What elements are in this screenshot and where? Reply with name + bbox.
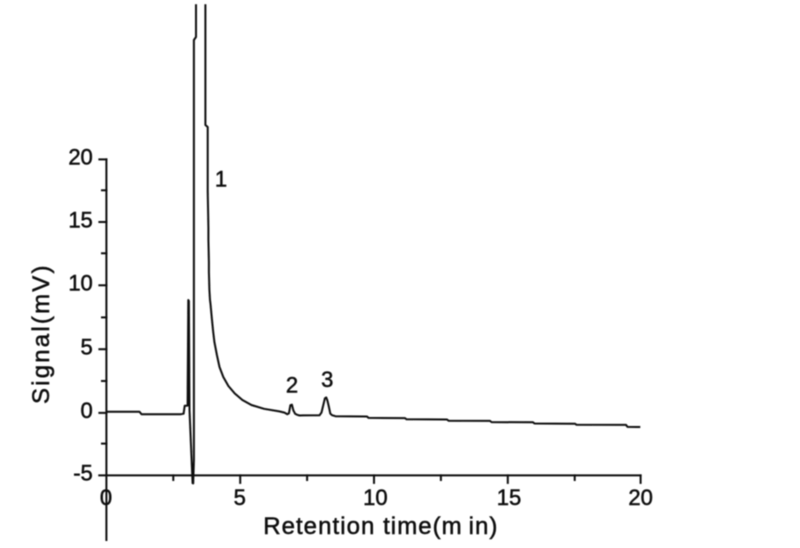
svg-text:Retention time(m in): Retention time(m in) bbox=[263, 513, 498, 540]
svg-text:Signal(mV): Signal(mV) bbox=[28, 263, 55, 404]
svg-text:3: 3 bbox=[321, 367, 333, 392]
svg-text:1: 1 bbox=[215, 167, 227, 192]
svg-text:20: 20 bbox=[628, 485, 652, 510]
svg-text:-5: -5 bbox=[73, 461, 93, 486]
svg-text:15: 15 bbox=[497, 485, 521, 510]
svg-text:0: 0 bbox=[100, 485, 112, 510]
svg-text:15: 15 bbox=[68, 207, 92, 232]
svg-text:10: 10 bbox=[68, 271, 92, 296]
svg-text:0: 0 bbox=[81, 398, 93, 423]
svg-text:20: 20 bbox=[68, 145, 92, 170]
svg-text:10: 10 bbox=[363, 485, 387, 510]
svg-text:5: 5 bbox=[234, 485, 246, 510]
svg-text:5: 5 bbox=[81, 335, 93, 360]
svg-text:2: 2 bbox=[286, 372, 298, 397]
